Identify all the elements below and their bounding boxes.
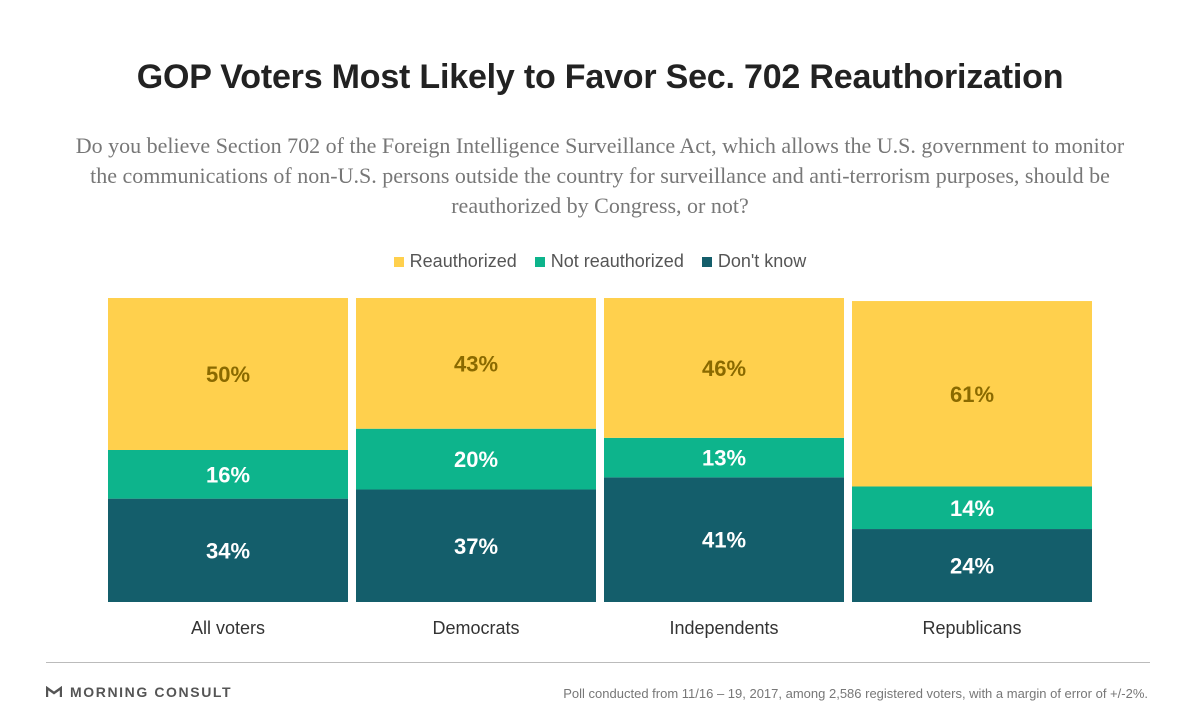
footer-divider	[46, 662, 1150, 663]
data-label-don-t-know-republicans: 24%	[950, 554, 994, 579]
data-label-not-reauthorized-republicans: 14%	[950, 496, 994, 521]
bar-segment-reauthorized-independents	[604, 298, 844, 438]
category-label-democrats: Democrats	[432, 618, 519, 638]
bar-segment-not-reauthorized-republicans	[852, 486, 1092, 530]
legend-swatch-not-reauthorized	[534, 256, 545, 267]
legend-item-not-reauthorized: Not reauthorized	[534, 251, 684, 272]
chart-title: GOP Voters Most Likely to Favor Sec. 702…	[136, 58, 1064, 96]
data-label-not-reauthorized-independents: 13%	[702, 446, 746, 471]
legend-swatch-dont-know	[701, 256, 712, 267]
data-label-reauthorized-democrats: 43%	[454, 351, 498, 376]
bar-segment-reauthorized-all-voters	[108, 298, 348, 450]
data-label-reauthorized-independents: 46%	[702, 356, 746, 381]
legend-item-reauthorized: Reauthorized	[393, 251, 517, 272]
bar-segment-not-reauthorized-independents	[604, 437, 844, 478]
bar-segment-reauthorized-republicans	[852, 301, 1092, 487]
footnote: Poll conducted from 11/16 – 19, 2017, am…	[563, 686, 1148, 701]
category-label-independents: Independents	[669, 618, 778, 638]
bar-segment-don-t-know-republicans	[852, 529, 1092, 602]
brand-name: MORNING CONSULT	[70, 684, 233, 700]
legend-label-dont-know: Don't know	[717, 251, 807, 271]
category-label-republicans: Republicans	[922, 618, 1021, 638]
chart-subtitle: Do you believe Section 702 of the Foreig…	[75, 133, 1125, 218]
legend-swatch-reauthorized	[393, 256, 404, 267]
data-label-don-t-know-democrats: 37%	[454, 534, 498, 559]
bar-segment-not-reauthorized-democrats	[356, 428, 596, 490]
bar-segment-not-reauthorized-all-voters	[108, 450, 348, 499]
morning-consult-logo-icon	[46, 686, 62, 697]
bar-segment-don-t-know-all-voters	[108, 498, 348, 602]
data-label-don-t-know-all-voters: 34%	[206, 538, 250, 563]
category-label-all-voters: All voters	[191, 618, 265, 638]
data-label-not-reauthorized-democrats: 20%	[454, 447, 498, 472]
brand-logo: MORNING CONSULT	[46, 684, 232, 700]
bar-segment-don-t-know-independents	[604, 477, 844, 602]
bar-segment-don-t-know-democrats	[356, 489, 596, 602]
data-label-not-reauthorized-all-voters: 16%	[206, 462, 250, 487]
chart-legend: Reauthorized Not reauthorized Don't know	[0, 251, 1200, 272]
legend-item-dont-know: Don't know	[701, 251, 807, 272]
bar-segment-reauthorized-democrats	[356, 298, 596, 429]
data-label-reauthorized-all-voters: 50%	[206, 362, 250, 387]
data-label-don-t-know-independents: 41%	[702, 528, 746, 553]
legend-label-not-reauthorized: Not reauthorized	[550, 251, 684, 271]
data-label-reauthorized-republicans: 61%	[950, 382, 994, 407]
stacked-bar-chart: 34% 16% 50% All voters 37% 20% 43% Democrats 41%…	[108, 298, 1092, 638]
legend-label-reauthorized: Reauthorized	[409, 251, 517, 271]
